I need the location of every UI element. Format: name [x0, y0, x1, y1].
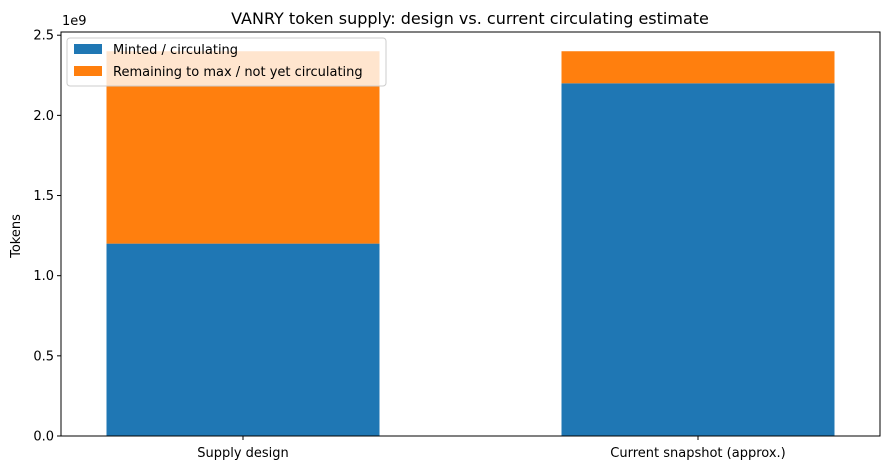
- y-tick-label: 1.5: [33, 189, 54, 204]
- plot-frame: [60, 31, 881, 437]
- ticks-group: 0.0 0.5 1.0 1.5 2.0 2.5 Supply design Current s…: [33, 29, 785, 461]
- legend-label-1: Remaining to max / not yet circulating: [113, 65, 363, 80]
- y-offset-label: 1e9: [62, 14, 87, 29]
- legend-swatch-0: [74, 44, 102, 54]
- legend-box: [66, 37, 387, 87]
- bar-series-0-category-1: [561, 83, 835, 437]
- y-tick-label: 2.5: [33, 29, 54, 44]
- y-tick-label: 0.5: [33, 349, 54, 364]
- bars-group: [106, 51, 835, 437]
- bar-series-0-category-0: [106, 243, 380, 436]
- legend-swatch-1: [74, 66, 102, 76]
- x-tick-label: Current snapshot (approx.): [610, 446, 785, 461]
- legend-label-0: Minted / circulating: [113, 43, 238, 58]
- bar-series-1-category-1: [561, 51, 835, 84]
- chart-title: VANRY token supply: design vs. current c…: [231, 9, 709, 28]
- legend: Minted / circulating Remaining to max / n…: [66, 37, 387, 87]
- y-tick-label: 0.0: [33, 430, 54, 445]
- y-tick-label: 2.0: [33, 109, 54, 124]
- x-tick-label: Supply design: [197, 446, 289, 461]
- y-axis-label: Tokens: [9, 214, 24, 259]
- y-tick-label: 1.0: [33, 269, 54, 284]
